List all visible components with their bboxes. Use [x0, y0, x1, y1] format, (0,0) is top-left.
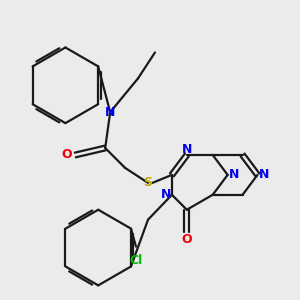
- Text: N: N: [105, 106, 116, 119]
- Text: S: S: [143, 176, 152, 189]
- Text: N: N: [259, 168, 269, 182]
- Text: O: O: [62, 148, 72, 161]
- Text: N: N: [182, 142, 192, 155]
- Text: Cl: Cl: [129, 254, 142, 267]
- Text: O: O: [182, 232, 192, 246]
- Text: N: N: [229, 168, 239, 182]
- Text: N: N: [161, 188, 171, 201]
